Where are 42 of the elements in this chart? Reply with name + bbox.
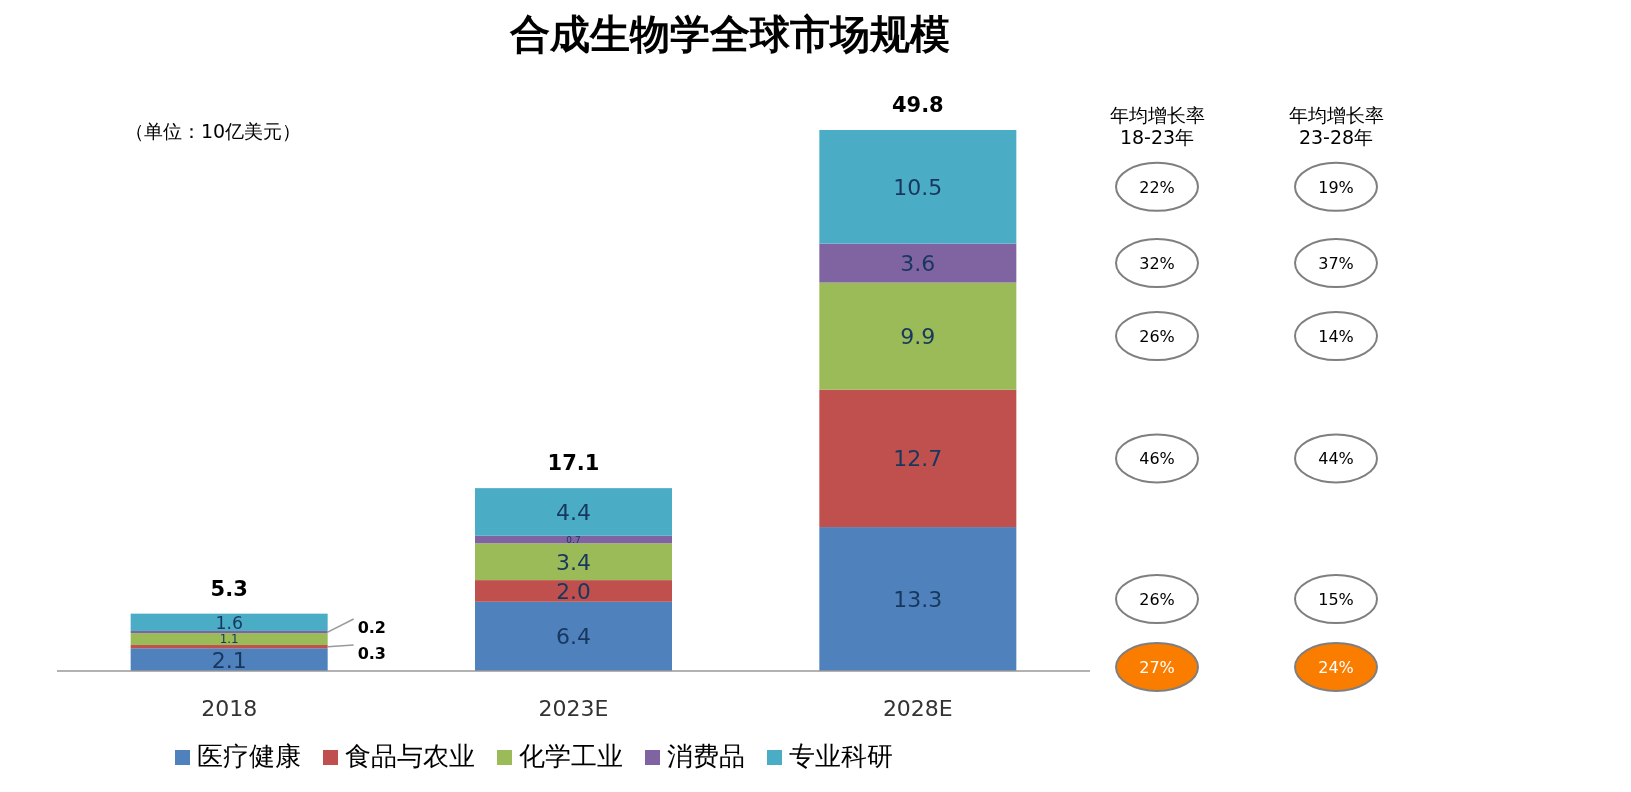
data-label: 0.7 — [566, 534, 581, 545]
legend-label: 医疗健康 — [197, 741, 301, 771]
data-label: 0.3 — [357, 644, 387, 663]
data-label: 13.3 — [893, 586, 943, 612]
total-label: 5.3 — [210, 576, 248, 601]
legend-label: 化学工业 — [519, 741, 623, 771]
total-label: 17.1 — [547, 451, 600, 476]
text: 46% — [1139, 449, 1175, 469]
text: 26% — [1139, 327, 1175, 347]
data-label: 0.2 — [357, 618, 387, 637]
data-label: 9.9 — [900, 324, 936, 350]
text: 19% — [1318, 177, 1354, 197]
data-label: 4.4 — [556, 499, 591, 525]
data-label: 2.1 — [211, 647, 247, 673]
legend-label: 消费品 — [667, 741, 745, 771]
annotation: （单位：10亿美元） — [125, 120, 302, 142]
data-label: 3.6 — [900, 251, 936, 277]
text: 26% — [1139, 590, 1175, 610]
legend-label: 食品与农业 — [345, 741, 475, 771]
text: 44% — [1318, 449, 1354, 469]
data-label: 3.4 — [556, 549, 591, 575]
data-label: 2.0 — [556, 578, 591, 604]
x-tick-label: 2023E — [538, 696, 609, 721]
text: 37% — [1318, 254, 1354, 274]
legend-label: 专业科研 — [789, 741, 893, 771]
data-label: 1.1 — [219, 632, 239, 647]
data-label: 1.6 — [215, 612, 243, 633]
data-label: 12.7 — [893, 446, 943, 472]
x-tick-label: 2028E — [882, 696, 953, 721]
text: 14% — [1318, 327, 1354, 347]
data-label: 6.4 — [556, 624, 591, 650]
x-tick-label: 2018 — [201, 696, 258, 721]
text: 27% — [1139, 658, 1175, 677]
text: 年均增长率 23-28年 — [1288, 104, 1384, 148]
text: 15% — [1318, 590, 1354, 610]
text: 32% — [1139, 254, 1175, 274]
text: 年均增长率 18-23年 — [1109, 104, 1205, 148]
text: 22% — [1139, 177, 1175, 197]
total-label: 49.8 — [891, 93, 944, 117]
chart-title: 合成生物学全球市场规模 — [509, 11, 950, 57]
data-label: 10.5 — [893, 174, 943, 200]
text: 24% — [1318, 658, 1354, 677]
